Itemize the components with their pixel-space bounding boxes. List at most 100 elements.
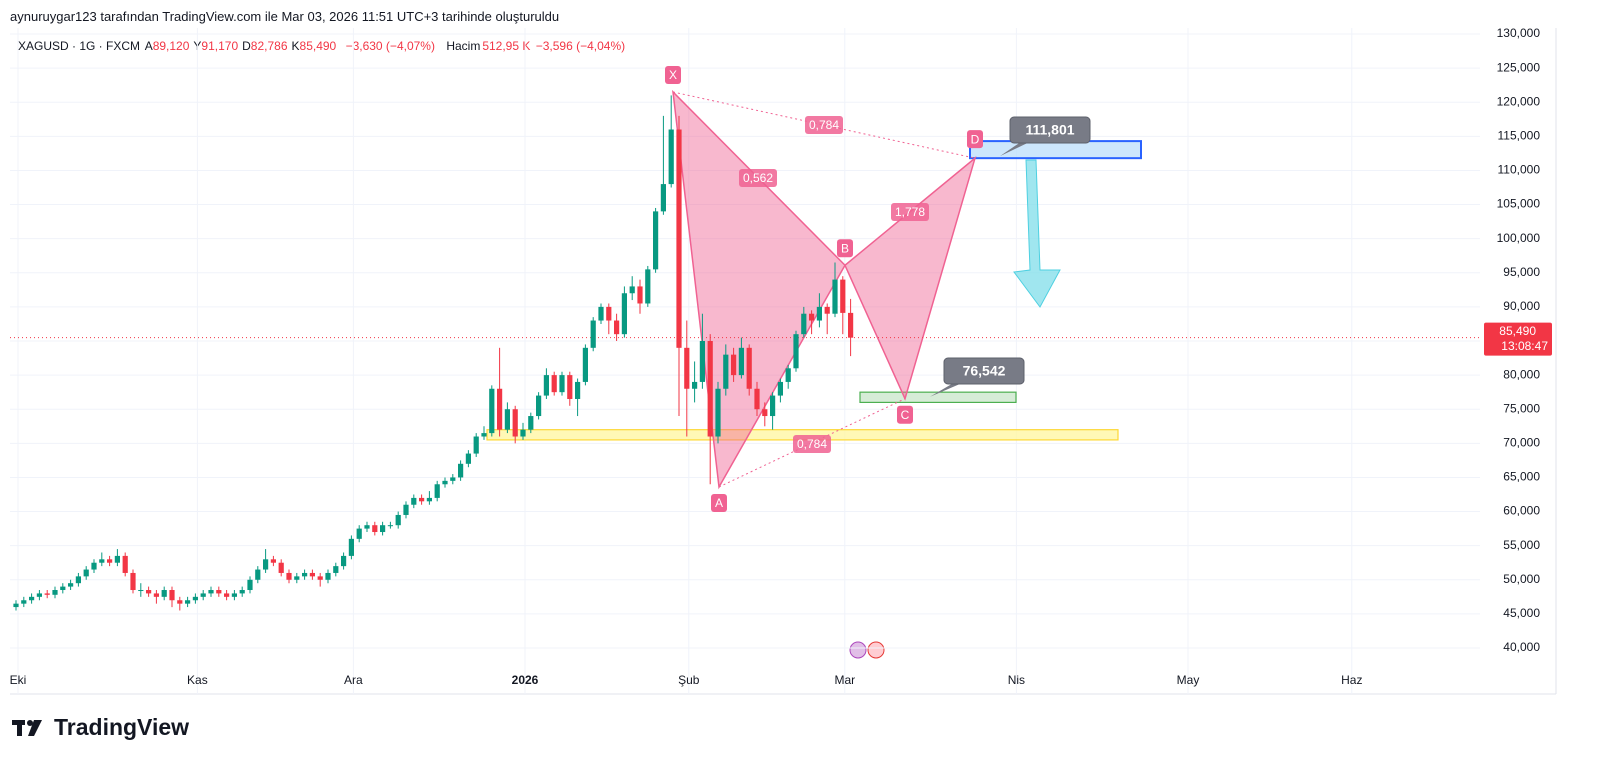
candle-body [458, 463, 464, 478]
candle-body [411, 497, 417, 505]
candle-body [341, 555, 347, 567]
y-tick-label: 95,000 [1503, 265, 1540, 279]
candle-body [551, 375, 557, 393]
candle-body [598, 306, 604, 321]
target-arrow [1013, 159, 1061, 308]
candle-body [559, 375, 565, 393]
callout-label: 111,801 [1025, 122, 1074, 138]
y-tick-label: 70,000 [1503, 436, 1540, 450]
logo-icon [12, 719, 42, 736]
logo-text: TradingView [54, 714, 190, 740]
y-tick-label: 125,000 [1497, 60, 1541, 74]
ratio-box [805, 116, 843, 134]
candle-body [512, 409, 518, 437]
candle-body [60, 586, 66, 591]
ratio-label: 0,784 [797, 437, 827, 451]
candle-body [590, 320, 596, 348]
grid [10, 28, 1480, 694]
candle-body [278, 562, 284, 573]
candle-body [816, 306, 822, 321]
y-tick-label: 55,000 [1503, 538, 1540, 552]
candle-body [68, 583, 74, 587]
point-label: D [971, 132, 980, 146]
ohlc-value: 82,786 [250, 39, 288, 53]
y-tick-label: 130,000 [1497, 26, 1541, 40]
candle-body [497, 388, 503, 430]
pattern-xd [672, 91, 976, 159]
y-tick-label: 110,000 [1498, 163, 1541, 177]
candle-body [473, 436, 479, 454]
last-price-label: 85,490 [1499, 324, 1536, 338]
candle-body [528, 416, 534, 430]
candle-body [114, 555, 120, 563]
candle-body [83, 569, 89, 577]
candle-body [21, 600, 27, 604]
candle-body [614, 320, 620, 335]
callout-box [943, 357, 1025, 385]
candle-body [36, 593, 42, 597]
candle-body [426, 497, 432, 502]
candle-body [224, 593, 230, 597]
candle-body [715, 388, 721, 437]
point-label-box [665, 65, 681, 84]
candle-body [372, 525, 378, 533]
candle-body [317, 576, 323, 580]
candle-body [567, 375, 573, 399]
candle-body [99, 559, 105, 563]
candle-body [770, 395, 776, 417]
candle-body [746, 347, 752, 389]
ratio-label: 0,562 [743, 171, 773, 185]
event-icon [849, 641, 867, 659]
candle-body [668, 129, 674, 185]
y-tick-label: 90,000 [1503, 299, 1540, 313]
candle-body [520, 429, 526, 437]
event-icons [849, 641, 885, 659]
candle-body [200, 593, 206, 597]
candle-body [793, 334, 799, 369]
event-icon [867, 641, 885, 659]
y-tick-label: 105,000 [1497, 197, 1541, 211]
candle-body [192, 596, 198, 601]
candle-body [692, 381, 698, 389]
candle-body [138, 590, 144, 592]
x-tick-label: Şub [678, 673, 700, 687]
candle-body [536, 395, 542, 417]
candle-body [738, 347, 744, 376]
callout-pointer [930, 378, 974, 397]
y-tick-label: 75,000 [1503, 401, 1540, 415]
candle-body [707, 341, 713, 437]
candle-body [309, 572, 315, 577]
candle-body [263, 559, 269, 570]
candle-body [364, 525, 370, 529]
candle-body [387, 525, 393, 527]
zone [969, 140, 1142, 160]
candle-body [809, 313, 815, 321]
candle-body [543, 375, 549, 396]
zone [859, 391, 1017, 403]
candle-body [684, 347, 690, 389]
candle-body [621, 293, 627, 335]
point-label-box [837, 239, 853, 258]
candle-body [676, 129, 682, 348]
point-label: C [901, 408, 910, 422]
candle-body [13, 603, 19, 608]
candle-body [231, 593, 237, 597]
point-label: B [841, 241, 849, 255]
ratio-box [739, 169, 777, 187]
y-tick-label: 100,000 [1497, 231, 1541, 245]
point-label-box [897, 405, 913, 424]
candle-body [325, 572, 331, 580]
ohlc-value: 89,120 [152, 39, 190, 53]
point-label: A [715, 496, 723, 510]
y-tick-label: 60,000 [1503, 504, 1540, 518]
candle-body [107, 559, 113, 563]
point-label: X [669, 68, 677, 82]
symbol: XAGUSD · 1G · FXCM [18, 39, 141, 53]
candle-body [582, 347, 588, 382]
candle-body [177, 600, 183, 604]
x-tick-label: Haz [1341, 673, 1362, 687]
ratio-box [891, 203, 929, 221]
y-tick-label: 65,000 [1503, 470, 1540, 484]
ohlc-key: D [242, 39, 251, 53]
candle-body [333, 566, 339, 573]
